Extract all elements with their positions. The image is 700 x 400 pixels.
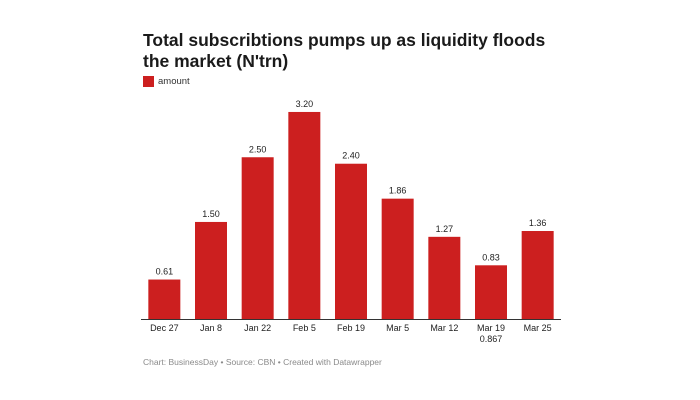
- bar-value-label-8: 0.83: [482, 252, 500, 262]
- legend-swatch: [143, 76, 154, 87]
- x-tick-label-8: Mar 19: [477, 323, 505, 333]
- bar-value-label-6: 1.86: [389, 186, 407, 196]
- bar-4: [288, 111, 321, 320]
- legend: amount: [143, 76, 190, 87]
- bar-value-label-4: 3.20: [296, 99, 314, 109]
- bar-value-label-3: 2.50: [249, 144, 267, 154]
- bar-1: [148, 279, 181, 319]
- bar-9: [521, 231, 554, 319]
- bar-8: [475, 265, 507, 319]
- x-tick-label-5: Feb 19: [337, 323, 365, 333]
- chart-title: Total subscribtions pumps up as liquidit…: [143, 30, 546, 71]
- chart-footer: Chart: BusinessDay • Source: CBN • Creat…: [143, 357, 382, 367]
- bar-6: [381, 198, 414, 319]
- bar-2: [195, 221, 227, 319]
- bar-value-label-1: 0.61: [156, 267, 174, 277]
- x-tick-sublabel-8: 0.867: [480, 334, 503, 344]
- bar-value-label-5: 2.40: [342, 151, 360, 161]
- bar-value-label-7: 1.27: [436, 224, 454, 234]
- bar-3: [241, 157, 274, 319]
- x-tick-label-3: Jan 22: [244, 323, 271, 333]
- x-tick-label-9: Mar 25: [524, 323, 552, 333]
- bar-7: [428, 236, 461, 319]
- bar-5: [335, 163, 367, 319]
- x-tick-label-7: Mar 12: [430, 323, 458, 333]
- x-tick-label-2: Jan 8: [200, 323, 222, 333]
- legend-label: amount: [158, 76, 190, 87]
- bar-value-label-9: 1.36: [529, 218, 547, 228]
- bar-value-label-2: 1.50: [202, 209, 220, 219]
- x-tick-label-4: Feb 5: [293, 323, 316, 333]
- x-tick-label-6: Mar 5: [386, 323, 409, 333]
- x-tick-label-1: Dec 27: [150, 323, 179, 333]
